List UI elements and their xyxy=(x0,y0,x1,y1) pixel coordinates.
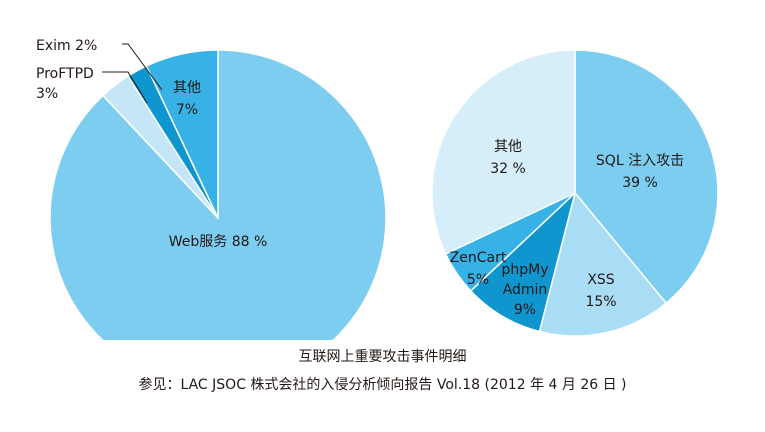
right-pie-slice-1 xyxy=(538,191,668,337)
right-pie-slice-2 xyxy=(469,190,577,333)
right-pie-slice-4 xyxy=(431,49,576,255)
right-pie-label-0: SQL 注入攻击 39 % xyxy=(596,153,684,191)
right-pie-slice-0 xyxy=(574,49,719,305)
left-pie-label-0: Web服务 88 % xyxy=(169,234,268,250)
right-pie-label-4: 其他 32 % xyxy=(490,139,526,177)
left-pie-label-1: ProFTPD 3% xyxy=(36,66,94,102)
pie-charts: Web服务 88 % ProFTPD 3% Exim 2% 其他 7% SQL 注入攻击 39… xyxy=(36,38,719,340)
left-pie-label-3: 其他 7% xyxy=(173,80,201,118)
right-pie-label-1: XSS 15% xyxy=(585,272,616,310)
right-pie-label-2: phpMy Admin 9% xyxy=(501,262,548,318)
left-pie-slice-3 xyxy=(145,49,219,219)
right-pie-label-3: ZenCart 5% xyxy=(450,250,507,288)
figure-title: 互联网上重要攻击事件明细 xyxy=(298,349,467,365)
left-pie-leader-2 xyxy=(122,43,163,91)
left-pie-slice-0 xyxy=(49,49,387,340)
figure-source: 参见：LAC JSOC 株式会社的入侵分析倾向报告 Vol.18 (2012 年… xyxy=(138,377,627,393)
left-pie-label-2: Exim 2% xyxy=(36,38,97,54)
left-pie-leader-1 xyxy=(102,71,148,104)
